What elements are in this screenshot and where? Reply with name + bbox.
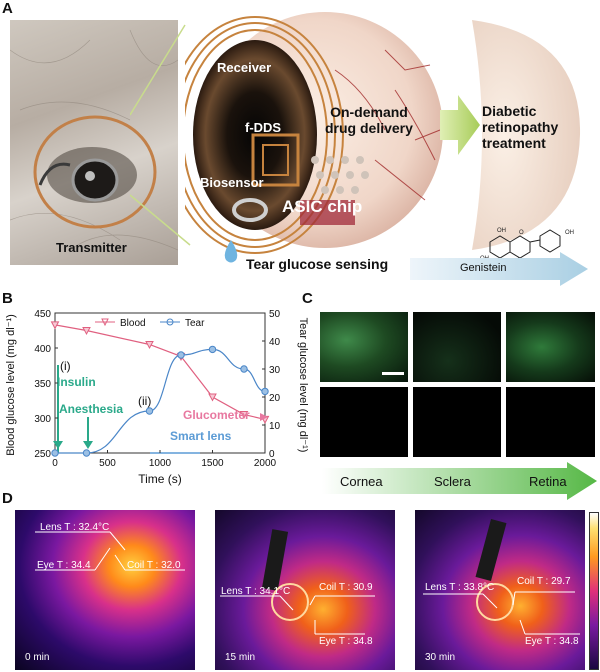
tear-point (208, 345, 217, 354)
tear-drop-icon (224, 240, 238, 263)
y-tick-label: 450 (34, 309, 51, 320)
blood-point (208, 393, 217, 402)
rabbit-photo (10, 20, 178, 265)
legend-blood-marker (101, 318, 109, 327)
transmitter-label: Transmitter (56, 240, 127, 255)
molecule-oh-1: OH (497, 228, 506, 234)
sclera-fluorescence-image (413, 312, 501, 382)
genistein-arrow-icon (410, 252, 588, 286)
annotation-glucometer: Glucometer (183, 408, 250, 422)
eye-illustration (185, 12, 443, 254)
thermal-image-15min: Lens T : 34.1°C Coil T : 30.9 Eye T : 34… (215, 510, 395, 670)
cornea-fluorescence-image (320, 312, 408, 382)
y2-tick-label: 0 (269, 449, 275, 460)
fdds-label: f-DDS (245, 120, 282, 135)
thermal-image-0min: Lens T : 32.4°C Eye T : 34.4 Coil T : 32… (15, 510, 195, 670)
glucose-chart: 0 500 1000 1500 2000 250 300 350 400 450 0 10 20 30 40… (5, 309, 309, 486)
x-tick-label: 2000 (254, 458, 277, 469)
y-tick-label: 350 (34, 379, 51, 390)
legend-blood: Blood (120, 318, 146, 329)
molecule-o-1: O (519, 230, 524, 236)
retina-control-image (506, 387, 595, 457)
panel-letter-b: B (2, 290, 13, 307)
receiver-label: Receiver (217, 60, 272, 75)
time-30min: 30 min (425, 652, 456, 663)
blood-point (50, 321, 60, 330)
tissue-label-cornea: Cornea (340, 474, 383, 489)
zoom-connector-lines (130, 24, 191, 246)
y2-tick-label: 40 (269, 337, 281, 348)
tissue-label-sclera: Sclera (434, 474, 471, 489)
eye-temp-0min: Eye T : 34.4 (37, 560, 91, 571)
panel-letter-d: D (2, 490, 13, 507)
legend: Blood Tear (95, 318, 205, 329)
biosensor-label: Biosensor (200, 175, 264, 190)
blood-point (145, 341, 154, 350)
lens-temp-30min: Lens T : 33.8°C (425, 582, 495, 593)
y2-tick-label: 30 (269, 365, 281, 376)
lens-temp-15min: Lens T : 34.1°C (221, 586, 291, 597)
y2-tick-label: 20 (269, 393, 281, 404)
coil-temp-30min: Coil T : 29.7 (517, 576, 571, 587)
asic-chip-label: ASIC chip (282, 197, 363, 216)
tissue-gradient-arrow (322, 462, 597, 500)
on-demand-label: On-demand drug delivery (325, 104, 413, 136)
molecule-oh-3: OH (565, 230, 574, 236)
coil-temp-15min: Coil T : 30.9 (319, 582, 373, 593)
tear-point (177, 351, 185, 359)
y-axis-label: Blood glucose level (mg dl⁻¹) (5, 314, 17, 456)
annotation-i: (i) (60, 359, 71, 373)
fluorescence-grid (320, 312, 595, 457)
sclera-control-image (413, 387, 501, 457)
treated-eye-illustration (472, 20, 581, 250)
time-0min: 0 min (25, 652, 50, 663)
tear-point (51, 449, 59, 457)
diabetic-retinopathy-label: Diabetic retinopathy treatment (482, 103, 559, 151)
y-tick-label: 400 (34, 344, 51, 355)
y-tick-label: 250 (34, 449, 51, 460)
annotation-smartlens: Smart lens (170, 429, 232, 443)
tear-glucose-sensing-label: Tear glucose sensing (246, 256, 389, 272)
y2-tick-label: 10 (269, 421, 281, 432)
cornea-control-image (320, 387, 408, 457)
rabbit-eye-lens (71, 158, 119, 202)
retina-fluorescence-image (506, 312, 595, 382)
time-15min: 15 min (225, 652, 256, 663)
tissue-label-retina: Retina (529, 474, 567, 489)
y-tick-label: 300 (34, 414, 51, 425)
tear-point (82, 449, 91, 457)
panel-letter-a: A (2, 0, 13, 17)
tear-point (240, 365, 248, 373)
annotation-insulin: Insulin (57, 375, 96, 389)
x-tick-label: 1000 (149, 458, 172, 469)
coil-temp-0min: Coil T : 32.0 (127, 560, 181, 571)
blood-point (82, 327, 91, 336)
panel-letter-c: C (302, 290, 313, 307)
legend-tear: Tear (185, 318, 205, 329)
x-tick-label: 0 (52, 458, 58, 469)
scale-bar (382, 372, 404, 375)
eye-temp-30min: Eye T : 34.8 (525, 636, 579, 647)
x-tick-label: 1500 (201, 458, 224, 469)
annotation-anesthesia: Anesthesia (59, 402, 123, 416)
blood-point (239, 411, 249, 420)
x-tick-label: 500 (99, 458, 116, 469)
temperature-color-scale (589, 512, 599, 670)
tear-point (261, 387, 269, 396)
y2-axis-label: Tear glucose level (mg dl⁻¹) (297, 318, 309, 453)
annotation-ii: (ii) (138, 394, 151, 408)
lens-temp-0min: Lens T : 32.4°C (40, 522, 110, 533)
eye-temp-15min: Eye T : 34.8 (319, 636, 373, 647)
green-arrow-icon (440, 95, 480, 155)
tear-point (145, 407, 154, 415)
y2-tick-label: 50 (269, 309, 281, 320)
x-axis-label: Time (s) (138, 472, 182, 486)
legend-tear-marker (166, 318, 174, 326)
genistein-label: Genistein (460, 262, 507, 274)
thermal-image-30min: Lens T : 33.8°C Coil T : 29.7 Eye T : 34… (415, 510, 585, 670)
